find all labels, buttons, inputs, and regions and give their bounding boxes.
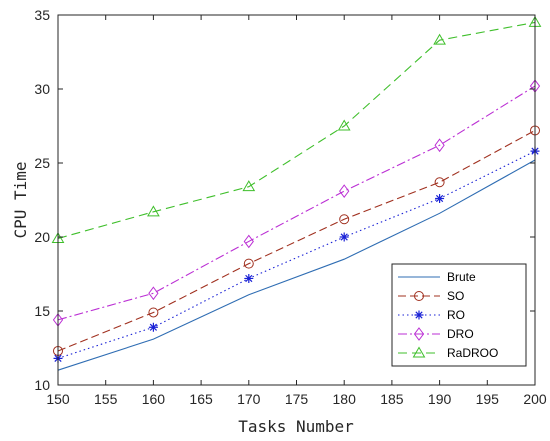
data-point-ro [435,194,445,204]
data-point-dro [148,286,159,301]
legend-item-radroo: RaDROO [398,346,498,360]
x-tick-label: 195 [476,391,500,407]
data-point-radroo [433,33,446,45]
legend-label-ro: RO [447,308,465,322]
data-point-ro [339,232,349,242]
data-point-dro [339,184,350,198]
x-tick-label: 175 [285,391,309,407]
x-tick-label: 180 [333,391,357,407]
data-point-dro [243,234,254,249]
series-line-dro [57,85,536,321]
legend-label-dro: DRO [447,327,474,341]
legend-item-so: SO [398,289,464,303]
data-point-so [434,177,445,188]
axes-layer: 150 155 160 165 170 175 180 185 190 195 200 10 15 20 2… [34,7,546,407]
data-point-so [148,307,159,318]
data-point-radroo [147,205,160,217]
data-point-dro [434,138,445,153]
data-point-radroo [337,119,351,131]
legend-item-dro: DRO [398,327,474,341]
legend-box [391,263,527,367]
data-point-so [243,258,254,269]
y-axis-label: CPU Time [11,161,30,238]
y-tick-label: 35 [34,7,50,23]
x-tick-label: 185 [380,391,404,407]
series-line-so [57,129,536,352]
legend-marker-so [414,291,424,301]
y-tick-label: 30 [34,81,50,97]
legend-item-ro: RO [398,308,465,322]
y-tick-label: 10 [34,377,50,393]
y-tick-label: 25 [34,155,50,171]
x-tick-label: 160 [142,391,166,407]
series-line-brute [57,159,536,371]
x-tick-label: 165 [189,391,213,407]
legend-marker-dro [413,327,425,341]
y-tick-label: 15 [34,303,50,319]
data-point-so [339,214,350,225]
x-tick-label: 150 [46,391,70,407]
x-tick-label: 190 [428,391,452,407]
x-tick-label: 170 [237,391,261,407]
x-axis-label: Tasks Number [238,417,354,436]
series-line-ro [57,150,536,359]
legend: Brute SO RO DRO RaDROO [391,263,527,367]
series-brute [57,159,536,371]
legend-label-so: SO [447,289,464,303]
legend-marker-radroo [412,346,426,358]
x-tick-label: 155 [94,391,118,407]
x-tick-label: 200 [523,391,547,407]
data-point-ro [148,322,158,332]
y-tick-label: 20 [34,229,50,245]
data-point-ro [244,273,254,283]
legend-label-brute: Brute [447,270,476,284]
legend-label-radroo: RaDROO [447,346,498,360]
series-line-radroo [57,21,536,240]
legend-marker-ro [414,310,424,320]
legend-item-brute: Brute [398,270,476,284]
data-point-radroo [242,180,256,192]
